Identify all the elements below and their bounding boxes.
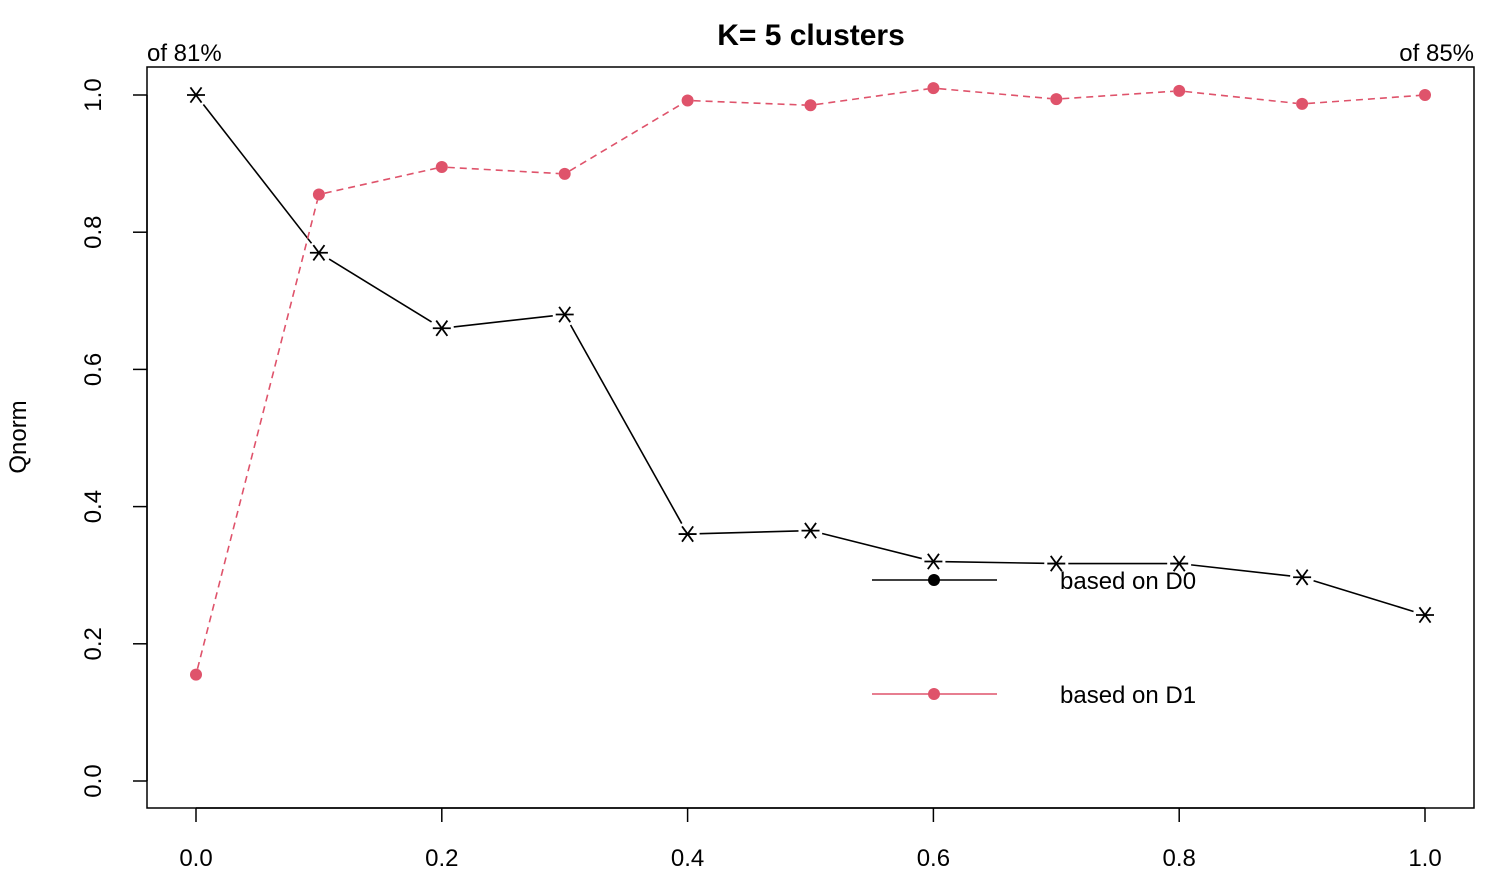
asterisk-stroke [558,306,572,323]
data-point-dot [1173,84,1186,97]
asterisk-stroke [1049,555,1063,572]
series-segment [1062,90,1174,100]
data-point-asterisk [1047,555,1066,572]
series-1 [187,86,1434,624]
data-point-dot [1419,89,1431,101]
series-segment [1185,90,1297,105]
series-segment [821,532,922,560]
y-tick-label: 0.2 [80,627,107,660]
series-segment [453,315,553,328]
legend-entry: based on D0 [872,568,1196,595]
y-tick-label: 0.4 [80,490,107,523]
y-tick-label: 1.0 [80,78,107,111]
top-right-annotation: of 85% [1399,40,1474,67]
data-point-dot [804,99,817,112]
series-layer [187,82,1434,681]
x-tick-label: 0.4 [671,845,704,872]
plot-area-frame [146,66,1475,809]
series-segment [328,258,432,323]
legend-label: based on D1 [1060,682,1196,709]
asterisk-stroke [189,86,203,104]
asterisk-stroke [1295,569,1309,586]
asterisk-stroke [1172,555,1186,572]
x-axis: 0.0 0.2 0.4 0.6 0.8 1.0 [179,807,1442,872]
series-2 [190,82,1431,681]
y-tick-label: 0.0 [80,764,107,797]
asterisk-stroke [681,525,694,543]
series-segment [569,102,683,172]
asterisk-stroke [804,522,817,539]
data-point-asterisk [1170,555,1189,572]
series-segment [816,88,928,106]
y-axis-label: Qnorm [5,400,32,473]
series-segment [569,324,683,524]
data-point-asterisk [1416,606,1434,624]
data-point-dot [1296,97,1309,110]
data-point-dot [435,161,448,174]
legend-marker [928,688,940,700]
legend-marker [928,574,940,586]
data-point-dot [312,188,325,201]
y-tick-label: 0.6 [80,353,107,386]
series-segment [196,200,319,670]
y-tick-label: 0.8 [80,216,107,249]
asterisk-stroke [927,553,940,570]
x-tick-label: 0.0 [179,845,212,872]
legend-label: based on D0 [1060,568,1196,595]
series-segment [699,530,799,535]
data-point-asterisk [1293,569,1312,586]
series-segment [945,560,1045,565]
asterisk-stroke [1418,606,1432,624]
series-segment [1313,580,1414,613]
data-point-dot [190,668,202,681]
data-point-dot [558,167,571,180]
x-tick-label: 0.6 [917,845,950,872]
data-point-asterisk [924,553,943,570]
data-point-dot [1050,93,1063,106]
asterisk-stroke [435,320,449,337]
data-point-asterisk [678,525,697,543]
legend: based on D0 based on D1 [872,568,1196,709]
data-point-asterisk [432,320,451,337]
x-tick-label: 0.8 [1163,845,1196,872]
data-point-asterisk [187,86,205,104]
series-segment [1308,94,1420,105]
series-segment [693,99,805,106]
data-point-asterisk [801,522,820,539]
data-point-dot [681,94,694,107]
data-point-dot [927,82,940,95]
chart-title: K= 5 clusters [717,19,905,52]
series-segment [939,87,1051,100]
y-axis: 0.0 0.2 0.4 0.6 0.8 1.0 [80,78,148,798]
x-tick-label: 0.2 [425,845,458,872]
legend-entry: based on D1 [872,682,1196,709]
data-point-asterisk [309,244,328,261]
series-segment [1191,564,1291,577]
data-point-asterisk [555,306,574,323]
x-tick-label: 1.0 [1408,845,1441,872]
top-left-annotation: of 81% [147,40,222,67]
series-segment [202,103,313,244]
asterisk-stroke [312,244,326,261]
series-segment [447,166,559,175]
series-segment [324,167,437,194]
